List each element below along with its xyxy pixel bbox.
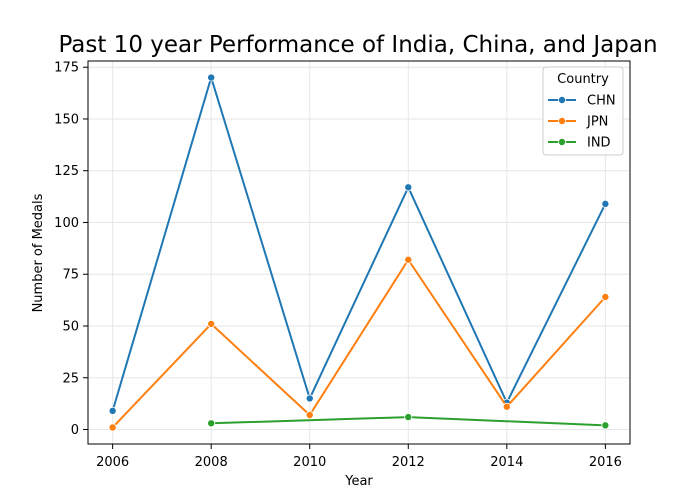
- y-tick-label: 50: [62, 319, 79, 334]
- data-point-jpn: [601, 293, 610, 302]
- y-tick-label: 0: [71, 423, 79, 438]
- y-tick-label: 175: [54, 61, 79, 76]
- plot-frame: [87, 60, 631, 445]
- data-point-chn: [207, 73, 216, 82]
- legend-label-ind: IND: [587, 136, 611, 151]
- legend-label-chn: CHN: [587, 94, 616, 109]
- y-axis-label: Number of Medals: [31, 193, 46, 312]
- x-tick-label: 2006: [96, 455, 129, 470]
- series-chn: [108, 73, 610, 415]
- data-point-chn: [305, 394, 314, 403]
- series: [108, 73, 610, 432]
- x-axis-label: Year: [344, 474, 373, 489]
- data-point-jpn: [305, 411, 314, 420]
- series-ind: [207, 413, 610, 430]
- x-tick-label: 2014: [490, 455, 523, 470]
- legend-items: CHN JPN IND: [548, 94, 616, 151]
- chart-title: Past 10 year Performance of India, China…: [58, 32, 657, 58]
- series-line-chn: [111, 76, 607, 412]
- data-point-jpn: [502, 402, 511, 411]
- y-tick-label: 25: [62, 371, 79, 386]
- data-point-jpn: [404, 255, 413, 264]
- y-tick-label: 75: [62, 268, 79, 283]
- legend-item-chn: CHN: [548, 94, 616, 109]
- axes: 2006 2008 2010 2012 2014 2016 0 25 50 75 100 125 150…: [54, 61, 622, 470]
- data-point-ind: [207, 419, 216, 428]
- data-point-jpn: [207, 319, 216, 328]
- x-tick-label: 2010: [293, 455, 326, 470]
- data-point-chn: [108, 406, 117, 415]
- y-tick-label: 125: [54, 164, 79, 179]
- legend-marker-jpn: [558, 117, 567, 126]
- legend-marker-ind: [558, 137, 567, 146]
- legend: Country CHN JPN IND: [542, 66, 624, 156]
- grid: [88, 61, 630, 444]
- data-point-ind: [404, 413, 413, 422]
- y-tick-label: 150: [54, 112, 79, 127]
- legend-marker-chn: [558, 96, 567, 105]
- legend-box: [542, 66, 624, 156]
- x-tick-label: 2008: [195, 455, 228, 470]
- data-point-ind: [601, 421, 610, 430]
- legend-item-ind: IND: [548, 136, 611, 151]
- series-line-jpn: [111, 258, 607, 429]
- data-point-chn: [404, 183, 413, 192]
- legend-title: Country: [557, 72, 609, 87]
- data-point-jpn: [108, 423, 117, 432]
- y-tick-label: 100: [54, 216, 79, 231]
- legend-label-jpn: JPN: [586, 115, 608, 130]
- legend-item-jpn: JPN: [548, 115, 608, 130]
- data-point-chn: [601, 199, 610, 208]
- x-tick-label: 2016: [589, 455, 622, 470]
- x-tick-label: 2012: [392, 455, 425, 470]
- series-jpn: [108, 255, 610, 432]
